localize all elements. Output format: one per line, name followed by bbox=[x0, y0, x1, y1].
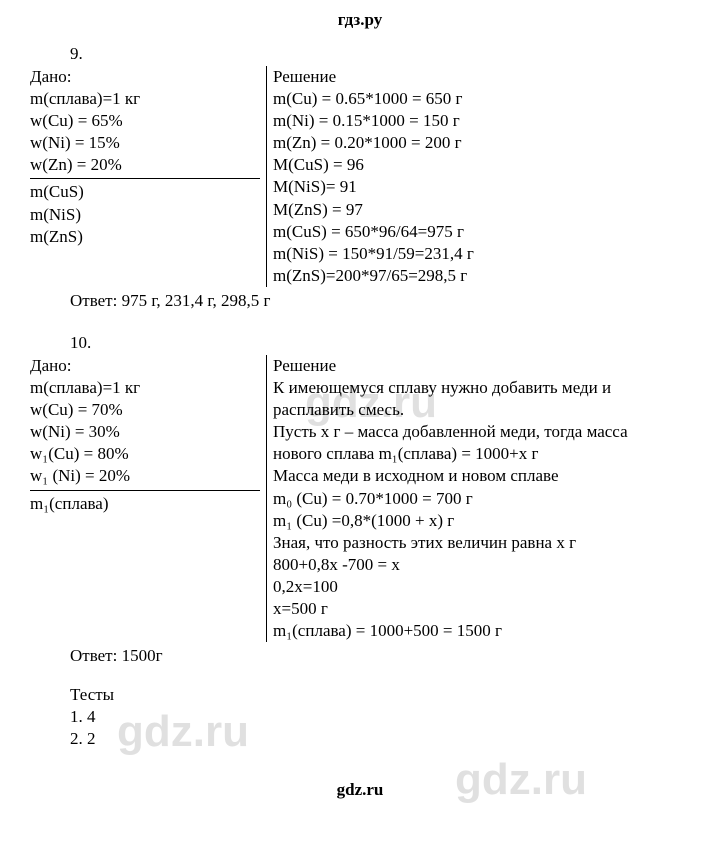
problem-number-9: 9. bbox=[70, 44, 690, 64]
solution-line: M(ZnS) = 97 bbox=[273, 199, 670, 221]
given-line: w₁(Cu) = 80% bbox=[30, 443, 260, 465]
solution-line: m(CuS) = 650*96/64=975 г bbox=[273, 221, 670, 243]
problem-number-10: 10. bbox=[70, 333, 690, 353]
given-line: w(Zn) = 20% bbox=[30, 154, 260, 176]
find-line: m₁(сплава) bbox=[30, 493, 260, 515]
given-line: w(Cu) = 65% bbox=[30, 110, 260, 132]
solution-line: 800+0,8x -700 = x bbox=[273, 554, 670, 576]
tests-block: Тесты 1. 4 2. 2 bbox=[70, 684, 690, 750]
answer-9: Ответ: 975 г, 231,4 г, 298,5 г bbox=[70, 291, 690, 311]
answer-10: Ответ: 1500г bbox=[70, 646, 690, 666]
solution-line: Пусть x г – масса добавленной меди, тогд… bbox=[273, 421, 670, 465]
solution-line: m₀ (Cu) = 0.70*1000 = 700 г bbox=[273, 488, 670, 510]
solution-line: m(Ni) = 0.15*1000 = 150 г bbox=[273, 110, 670, 132]
page-footer: gdz.ru bbox=[30, 780, 690, 800]
given-label: Дано: bbox=[30, 66, 260, 88]
solution-line: M(NiS)= 91 bbox=[273, 176, 670, 198]
solution-line: m₁ (Cu) =0,8*(1000 + x) г bbox=[273, 510, 670, 532]
solution-line: m(Cu) = 0.65*1000 = 650 г bbox=[273, 88, 670, 110]
solution-line: К имеющемуся сплаву нужно добавить меди … bbox=[273, 377, 670, 421]
given-line: w(Ni) = 15% bbox=[30, 132, 260, 154]
given-line: w(Ni) = 30% bbox=[30, 421, 260, 443]
find-line: m(ZnS) bbox=[30, 226, 260, 248]
solution-line: M(CuS) = 96 bbox=[273, 154, 670, 176]
given-line: m(сплава)=1 кг bbox=[30, 88, 260, 110]
given-label: Дано: bbox=[30, 355, 260, 377]
solution-label: Решение bbox=[273, 66, 670, 88]
page-header: гдз.ру bbox=[30, 10, 690, 30]
solution-line: x=500 г bbox=[273, 598, 670, 620]
find-line: m(CuS) bbox=[30, 181, 260, 203]
given-line: m(сплава)=1 кг bbox=[30, 377, 260, 399]
problem-9-table: Дано: m(сплава)=1 кг w(Cu) = 65% w(Ni) =… bbox=[30, 66, 670, 287]
solution-line: 0,2x=100 bbox=[273, 576, 670, 598]
problem-10-table: Дано: m(сплава)=1 кг w(Cu) = 70% w(Ni) =… bbox=[30, 355, 670, 642]
solution-line: m(ZnS)=200*97/65=298,5 г bbox=[273, 265, 670, 287]
solution-line: m(NiS) = 150*91/59=231,4 г bbox=[273, 243, 670, 265]
solution-line: m₁(сплава) = 1000+500 = 1500 г bbox=[273, 620, 670, 642]
solution-line: m(Zn) = 0.20*1000 = 200 г bbox=[273, 132, 670, 154]
solution-line: Зная, что разность этих величин равна x … bbox=[273, 532, 670, 554]
given-line: w₁ (Ni) = 20% bbox=[30, 465, 260, 487]
given-line: w(Cu) = 70% bbox=[30, 399, 260, 421]
find-line: m(NiS) bbox=[30, 204, 260, 226]
tests-label: Тесты bbox=[70, 684, 690, 706]
solution-label: Решение bbox=[273, 355, 670, 377]
tests-item: 1. 4 bbox=[70, 706, 690, 728]
tests-item: 2. 2 bbox=[70, 728, 690, 750]
solution-line: Масса меди в исходном и новом сплаве bbox=[273, 465, 670, 487]
